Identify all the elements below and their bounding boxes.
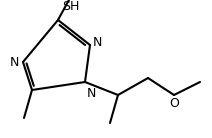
Text: O: O — [169, 97, 179, 110]
Text: SH: SH — [62, 0, 80, 13]
Text: N: N — [87, 87, 96, 100]
Text: N: N — [10, 55, 19, 68]
Text: N: N — [93, 36, 102, 50]
